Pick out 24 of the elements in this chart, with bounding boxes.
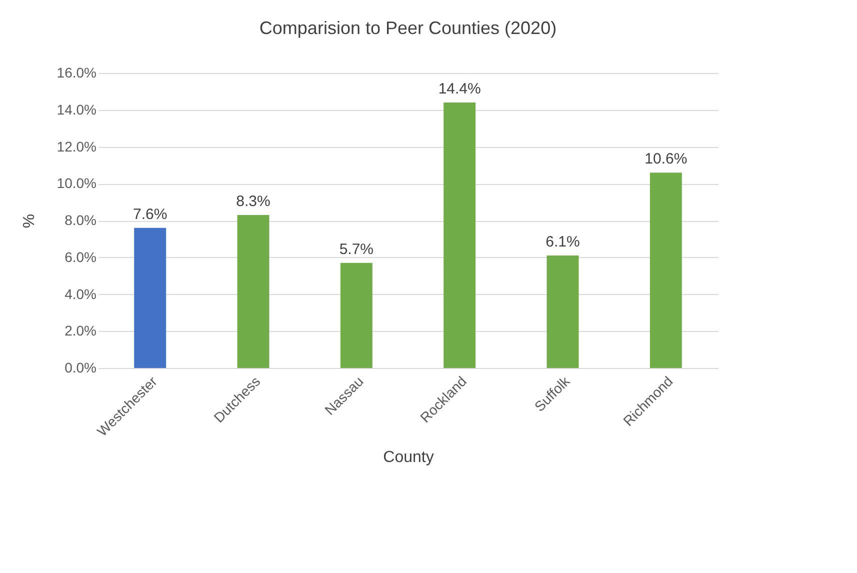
- data-label: 5.7%: [339, 240, 374, 258]
- y-tick-label: 8.0%: [64, 212, 96, 228]
- bar: [340, 262, 372, 368]
- y-tick-label: 16.0%: [56, 64, 96, 80]
- y-tick-label: 14.0%: [56, 101, 96, 118]
- y-tick-label: 6.0%: [64, 248, 96, 265]
- bar: [237, 214, 270, 368]
- x-axis-title: County: [383, 449, 434, 466]
- bar: [650, 172, 682, 368]
- bar: [134, 228, 166, 368]
- y-tick-label: 10.0%: [56, 175, 96, 192]
- y-tick-label: 4.0%: [64, 286, 96, 302]
- data-label: 6.1%: [546, 234, 580, 251]
- chart-title: Comparision to Peer Counties (2020): [259, 18, 557, 38]
- data-label: 10.6%: [644, 150, 688, 168]
- bar: [546, 256, 579, 368]
- y-tick-label: 0.0%: [64, 360, 96, 376]
- bar: [444, 102, 476, 368]
- data-label: 8.3%: [236, 192, 270, 210]
- y-tick-label: 2.0%: [64, 322, 96, 339]
- y-tick-label: 12.0%: [56, 138, 96, 154]
- data-label: 7.6%: [132, 206, 168, 223]
- y-axis-title: %: [20, 214, 38, 228]
- data-label: 14.4%: [438, 80, 481, 98]
